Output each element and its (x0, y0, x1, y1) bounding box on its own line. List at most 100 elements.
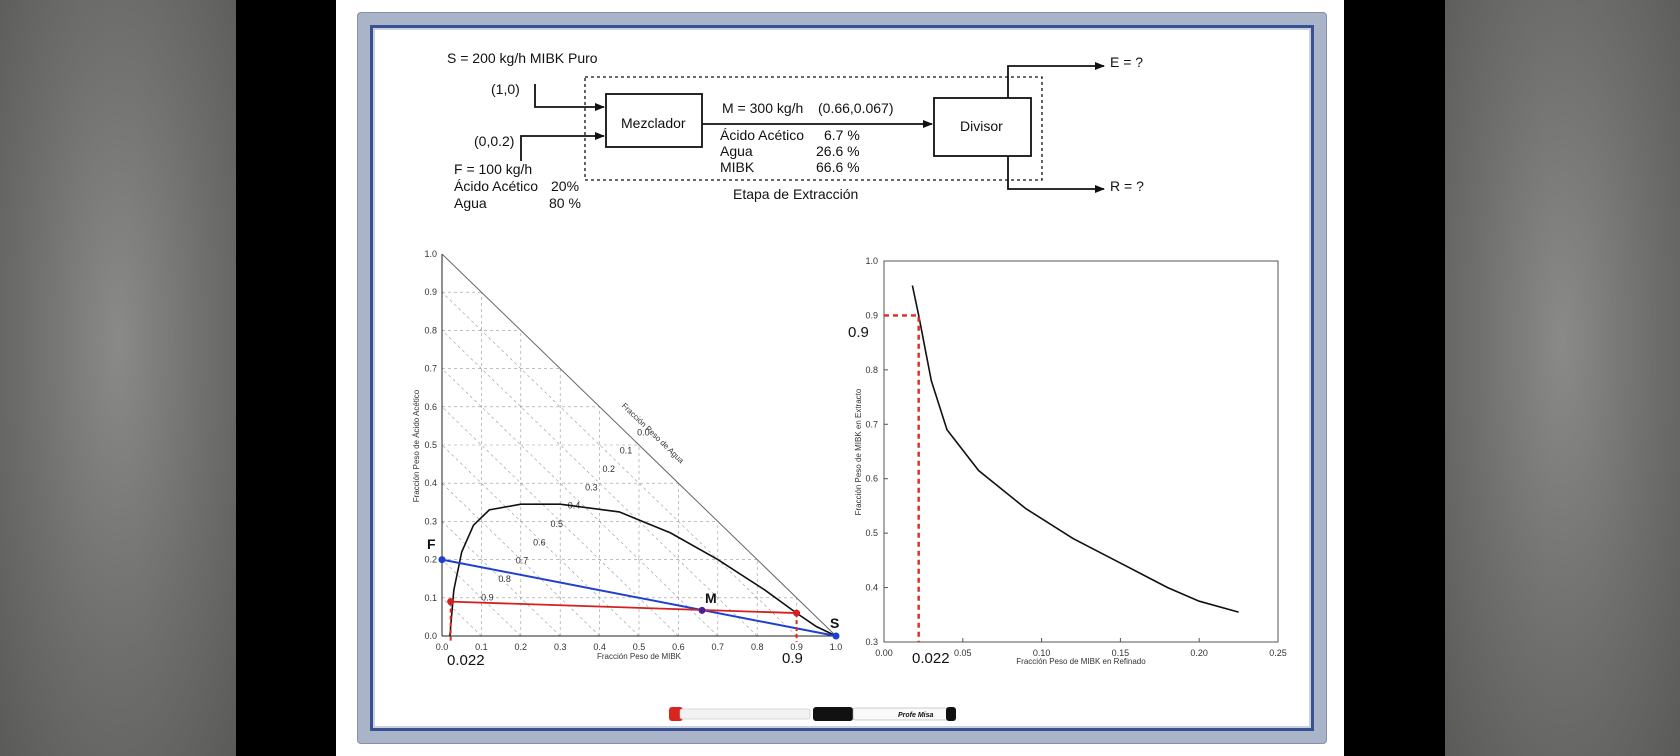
feed-arrow (520, 132, 605, 161)
distribution-x-tick: 0.20 (1190, 648, 1208, 658)
ternary-x-tick: 0.5 (633, 642, 646, 652)
ternary-y-tick: 0.8 (424, 325, 437, 335)
ternary-x-tick: 0.7 (712, 642, 725, 652)
distribution-y-label: Fracción Peso de MIBK en Extracto (854, 388, 863, 515)
ternary-water-tick: 0.2 (602, 464, 615, 474)
distribution-y-tick: 0.6 (865, 474, 878, 484)
ternary-y-tick: 0.2 (424, 555, 437, 565)
ternary-y-tick: 0.0 (424, 631, 437, 641)
distribution-y-tick: 0.3 (865, 637, 878, 647)
mix-mibk-pct: 66.6 % (816, 159, 860, 175)
distribution-x-readout: 0.022 (912, 650, 950, 667)
ternary-hyp-label: Fracción Peso de Agua (620, 401, 686, 465)
mix-rate: M = 300 kg/h (722, 100, 803, 116)
marker-tip (669, 707, 683, 721)
feed-water-pct: 80 % (549, 195, 581, 211)
distribution-x-ticks: 0.00 0.05 0.10 0.15 0.20 0.25 (875, 638, 1287, 658)
distribution-x-label: Fracción Peso de MIBK en Refinado (1016, 657, 1146, 666)
distribution-x-tick: 0.10 (1033, 648, 1051, 658)
ternary-y-tick: 0.1 (424, 593, 437, 603)
distribution-x-tick: 0.00 (875, 648, 893, 658)
solvent-label: S = 200 kg/h MIBK Puro (447, 50, 598, 66)
feed-water-name: Agua (454, 195, 487, 211)
ternary-y-tick: 1.0 (424, 249, 437, 259)
extract-x-readout: 0.9 (782, 650, 803, 667)
ternary-y-ticks: 0.0 0.1 0.2 0.3 0.4 0.5 0.6 0.7 0.8 0.9 1.0 (424, 249, 437, 641)
whiteboard-frame (358, 13, 1326, 743)
grid-line-water (441, 559, 522, 637)
ternary-grid (441, 291, 797, 637)
distribution-y-tick: 0.5 (865, 528, 878, 538)
extract-arrow (1007, 62, 1105, 98)
marker-brand: Profe Misa (898, 712, 934, 719)
ternary-water-tick: 0.9 (481, 592, 494, 602)
mix-mibk-name: MIBK (720, 159, 755, 175)
mixer-label: Mezclador (621, 115, 686, 131)
distribution-y-tick: 1.0 (865, 256, 878, 266)
label-m: M (705, 590, 717, 606)
ternary-x-tick: 0.2 (515, 642, 528, 652)
mix-acetic-pct: 6.7 % (824, 127, 860, 143)
ternary-water-tick: 0.8 (498, 574, 511, 584)
ternary-hypotenuse (441, 253, 837, 637)
ternary-x-tick: 0.4 (593, 642, 606, 652)
raffinate-label: R = ? (1110, 178, 1144, 194)
ternary-x-tick: 0.3 (554, 642, 567, 652)
ternary-y-tick: 0.3 (424, 516, 437, 526)
ternary-water-tick: 0.5 (550, 519, 563, 529)
raffinate-arrow (1007, 156, 1105, 193)
feed-acetic-name: Ácido Acético (454, 178, 538, 194)
point-raffinate (447, 598, 455, 606)
extraction-stage-box (584, 76, 1043, 181)
ternary-y-tick: 0.5 (424, 440, 437, 450)
distribution-y-tick: 0.4 (865, 583, 878, 593)
background-right (1445, 0, 1680, 756)
point-f (438, 556, 446, 564)
distribution-x-tick: 0.25 (1269, 648, 1287, 658)
distribution-chart: 0.00 0.05 0.10 0.15 0.20 0.25 0.3 0.4 0.5 0.6 0.7… (848, 256, 1287, 667)
ternary-x-label: Fracción Peso de MIBK (597, 652, 682, 661)
flowsheet: S = 200 kg/h MIBK Puro (1,0) (0,0.2) F =… (447, 50, 1144, 211)
ternary-x-tick: 0.0 (436, 642, 449, 652)
feed-coord: (0,0.2) (474, 133, 514, 149)
point-m (698, 606, 706, 614)
grid-line-water (441, 291, 797, 637)
tie-line (450, 600, 797, 614)
ternary-x-tick: 0.9 (790, 642, 803, 652)
point-s (832, 632, 840, 640)
marker-barrel (679, 708, 811, 720)
ternary-water-ticks: 0.00.10.20.30.40.50.60.70.80.9 (481, 427, 650, 602)
mixing-line (441, 558, 837, 637)
distribution-curve (911, 285, 1239, 613)
ternary-y-tick: 0.6 (424, 402, 437, 412)
mix-water-pct: 26.6 % (816, 143, 860, 159)
label-f: F (427, 536, 436, 552)
solvent-coord: (1,0) (491, 81, 520, 97)
solvent-arrow (534, 84, 605, 111)
ternary-water-tick: 0.6 (533, 537, 546, 547)
distribution-y-readout: 0.9 (848, 324, 869, 341)
binodal-curve (449, 503, 837, 637)
stage-label: Etapa de Extracción (733, 186, 858, 202)
ternary-x-tick: 0.1 (475, 642, 488, 652)
divider-box (933, 97, 1032, 157)
grid-line-water (441, 368, 719, 637)
background-left (0, 0, 236, 756)
ternary-x-tick: 1.0 (830, 642, 843, 652)
distribution-y-tick: 0.9 (865, 310, 878, 320)
mixer-box (605, 93, 703, 148)
grid-line-water (441, 444, 640, 637)
marker-cap (813, 707, 853, 721)
mix-acetic-name: Ácido Acético (720, 127, 804, 143)
raffinate-x-readout: 0.022 (447, 652, 485, 669)
ternary-diagram: 0.0 0.1 0.2 0.3 0.4 0.5 0.6 0.7 0.8 0.9 1.0 0.0 0.1… (412, 249, 842, 669)
ternary-water-tick: 0.7 (516, 556, 529, 566)
ternary-x-ticks: 0.0 0.1 0.2 0.3 0.4 0.5 0.6 0.7 0.8 0.9 1.0 (436, 642, 843, 652)
ternary-y-tick: 0.7 (424, 364, 437, 374)
distribution-x-tick: 0.15 (1112, 648, 1130, 658)
grid-line-water (441, 330, 758, 637)
marker-end (946, 707, 956, 721)
grid-line-water (441, 482, 600, 637)
ternary-y-tick: 0.4 (424, 478, 437, 488)
